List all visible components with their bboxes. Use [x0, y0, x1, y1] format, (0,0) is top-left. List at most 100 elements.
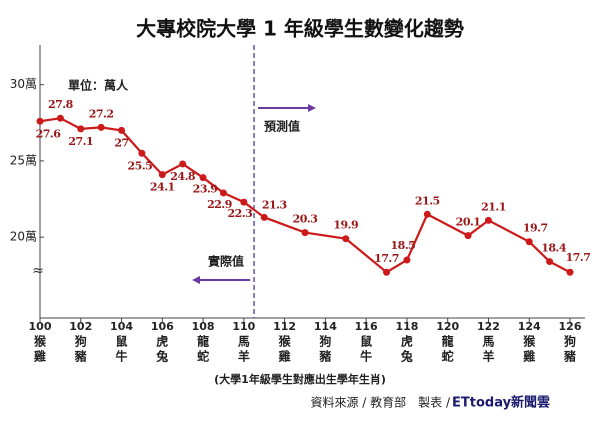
x-tick-label: 102 [69, 320, 92, 333]
value-label: 20.3 [293, 213, 318, 226]
value-label: 17.7 [566, 251, 591, 264]
data-point [240, 198, 248, 206]
footnote: (大學1年級學生對應出生學年生肖) [214, 372, 386, 386]
value-label: 21.1 [481, 200, 506, 213]
x-tick-label: 116 [355, 320, 378, 333]
x-tick-zodiac: 羊 [238, 349, 250, 364]
data-point [138, 149, 146, 157]
x-tick-zodiac: 猴 [279, 334, 292, 349]
x-tick-zodiac: 蛇 [442, 349, 454, 364]
value-label: 17.7 [374, 252, 399, 265]
x-tick-zodiac: 雞 [522, 349, 535, 364]
value-label: 22.9 [207, 198, 232, 211]
data-point [36, 117, 44, 125]
value-label: 22.3 [227, 207, 252, 220]
x-tick-zodiac: 猴 [523, 334, 536, 349]
x-tick-zodiac: 狗 [564, 334, 576, 349]
data-point [525, 238, 533, 246]
x-tick-zodiac: 羊 [482, 349, 494, 364]
x-tick-zodiac: 馬 [238, 335, 250, 349]
x-tick-zodiac: 狗 [319, 334, 331, 349]
x-tick-zodiac: 鼠 [116, 334, 128, 349]
value-label: 24.1 [150, 181, 175, 194]
brand: ETtoday新聞雲 [452, 395, 550, 411]
data-point [179, 160, 187, 168]
x-tick-zodiac: 牛 [116, 349, 128, 364]
value-label: 19.7 [523, 222, 548, 235]
x-tick-zodiac: 牛 [360, 349, 372, 364]
data-point [199, 174, 207, 182]
data-point [97, 123, 105, 131]
data-point [158, 171, 166, 179]
x-tick-label: 122 [477, 320, 500, 333]
data-point [56, 114, 64, 122]
y-tick-label: 30萬 [10, 77, 37, 91]
y-tick-label: 25萬 [10, 153, 37, 167]
x-tick-zodiac: 雞 [33, 349, 46, 364]
data-point [77, 125, 85, 133]
value-label: 20.1 [456, 216, 481, 229]
actual-label: 實際值 [208, 254, 244, 269]
x-tick-zodiac: 雞 [278, 349, 291, 364]
axis-break: ≈ [32, 263, 44, 279]
value-label: 25.5 [128, 159, 153, 172]
x-tick-zodiac: 龍 [442, 334, 454, 349]
unit-note: 單位：萬人 [68, 78, 129, 93]
x-tick-zodiac: 豬 [563, 349, 576, 364]
x-tick-zodiac: 鼠 [360, 334, 372, 349]
data-point [383, 268, 391, 276]
x-tick-label: 118 [395, 320, 418, 333]
data-point [484, 216, 492, 224]
x-tick-label: 100 [29, 320, 52, 333]
x-tick-label: 104 [110, 320, 133, 333]
arrow-head [192, 276, 201, 284]
value-label: 21.5 [415, 194, 440, 207]
x-tick-zodiac: 蛇 [197, 349, 209, 364]
value-label: 27 [114, 136, 128, 149]
forecast-label: 預測值 [264, 119, 300, 134]
source: 資料來源 / 教育部 製表 / [310, 395, 450, 410]
data-point [301, 229, 309, 237]
value-label: 27.2 [89, 107, 114, 120]
x-tick-label: 112 [273, 320, 296, 333]
x-tick-zodiac: 豬 [74, 349, 87, 364]
x-tick-zodiac: 龍 [197, 334, 209, 349]
y-tick-label: 20萬 [10, 230, 37, 244]
value-label: 27.1 [68, 135, 93, 148]
data-point [219, 189, 227, 197]
value-label: 24.8 [170, 170, 196, 183]
data-point [464, 232, 472, 240]
x-tick-zodiac: 狗 [75, 334, 87, 349]
value-label: 23.9 [193, 183, 218, 196]
x-tick-zodiac: 虎 [156, 334, 168, 349]
x-tick-zodiac: 兔 [155, 349, 168, 364]
data-point [260, 213, 268, 221]
x-tick-label: 124 [518, 320, 541, 333]
x-tick-zodiac: 豬 [318, 349, 331, 364]
value-label: 18.5 [391, 239, 416, 252]
x-tick-label: 106 [151, 320, 174, 333]
value-label: 27.6 [36, 127, 62, 140]
x-tick-zodiac: 兔 [400, 349, 413, 364]
value-label: 18.4 [541, 242, 567, 255]
value-label: 27.8 [48, 98, 74, 111]
plot: 20萬25萬30萬100猴雞102狗豬104鼠牛106虎兔108龍蛇110馬羊1… [10, 45, 591, 364]
x-tick-label: 108 [192, 320, 215, 333]
value-label: 19.9 [333, 219, 358, 232]
x-tick-label: 114 [314, 320, 337, 333]
chart-title: 大專校院大學 1 年級學生數變化趨勢 [136, 17, 464, 41]
x-tick-zodiac: 虎 [401, 334, 413, 349]
data-point [566, 268, 574, 276]
data-point [546, 258, 554, 266]
data-point [423, 210, 431, 218]
arrow-head [308, 104, 317, 112]
data-point [342, 235, 350, 243]
x-tick-zodiac: 猴 [34, 334, 47, 349]
x-tick-label: 120 [436, 320, 459, 333]
x-tick-label: 110 [232, 320, 255, 333]
data-line [39, 117, 571, 274]
x-tick-zodiac: 馬 [482, 335, 494, 349]
x-tick-label: 126 [559, 320, 582, 333]
value-label: 21.3 [262, 198, 287, 211]
